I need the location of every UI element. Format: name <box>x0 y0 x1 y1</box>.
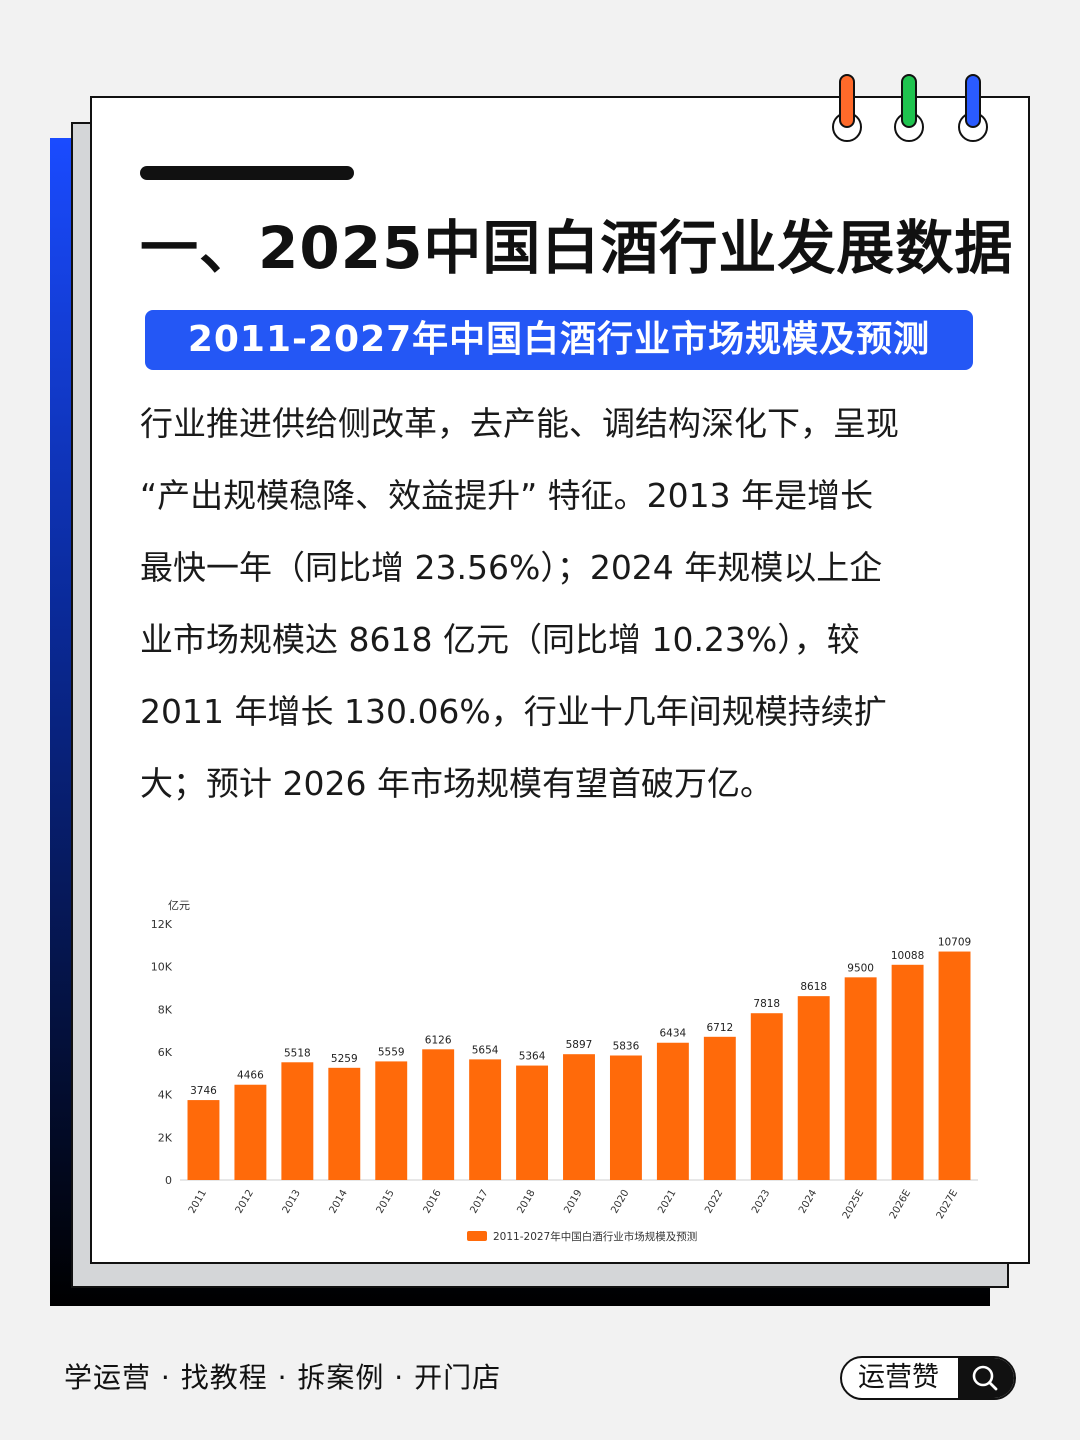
x-tick-label: 2016 <box>422 1188 444 1216</box>
x-tick-label: 2020 <box>609 1188 631 1216</box>
x-tick-label: 2024 <box>797 1188 819 1216</box>
bar-value-label: 10709 <box>938 937 971 949</box>
bar-value-label: 5364 <box>519 1051 546 1063</box>
x-tick-label: 2026E <box>888 1188 913 1221</box>
binder-clip-green <box>901 74 917 128</box>
bar <box>609 1055 642 1180</box>
paragraph-line: 2011 年增长 130.06%，行业十几年间规模持续扩 <box>140 692 887 731</box>
x-tick-label: 2015 <box>375 1188 397 1216</box>
bar <box>187 1100 220 1180</box>
subtitle-banner: 2011-2027年中国白酒行业市场规模及预测 <box>145 310 973 370</box>
bar <box>891 964 924 1180</box>
bar-value-label: 5518 <box>284 1047 311 1059</box>
bar-value-label: 3746 <box>190 1085 217 1097</box>
bar <box>703 1036 736 1180</box>
y-tick-label: 6K <box>158 1046 173 1059</box>
bar-value-label: 8618 <box>800 981 827 993</box>
bar <box>328 1067 361 1180</box>
bar <box>234 1084 267 1180</box>
paragraph-line: 大；预计 2026 年市场规模有望首破万亿。 <box>140 764 773 803</box>
paragraph-line: 业市场规模达 8618 亿元（同比增 10.23%），较 <box>140 620 860 659</box>
bar <box>422 1049 455 1180</box>
binder-clip-orange <box>839 74 855 128</box>
x-tick-label: 2017 <box>468 1188 490 1216</box>
x-tick-label: 2021 <box>656 1188 678 1216</box>
x-tick-label: 2019 <box>562 1188 584 1216</box>
bar-value-label: 10088 <box>891 950 924 962</box>
y-tick-label: 10K <box>151 961 173 974</box>
bar-value-label: 5836 <box>613 1040 640 1052</box>
bar <box>844 977 877 1180</box>
bar-value-label: 5259 <box>331 1053 358 1065</box>
x-tick-label: 2022 <box>703 1188 725 1216</box>
bar-value-label: 6712 <box>706 1022 733 1034</box>
x-tick-label: 2025E <box>841 1188 866 1221</box>
y-tick-label: 0 <box>165 1174 172 1187</box>
footer-tagline: 学运营 · 找教程 · 拆案例 · 开门店 <box>64 1361 502 1394</box>
search-button[interactable] <box>958 1358 1014 1398</box>
bar-value-label: 5897 <box>566 1039 593 1051</box>
y-tick-label: 8K <box>158 1003 173 1016</box>
x-tick-label: 2013 <box>281 1188 303 1216</box>
y-tick-label: 4K <box>158 1089 173 1102</box>
paragraph-line: 行业推进供给侧改革，去产能、调结构深化下，呈现 <box>140 404 899 443</box>
bar-value-label: 4466 <box>237 1070 264 1082</box>
bar <box>516 1065 549 1180</box>
bar-value-label: 6126 <box>425 1034 452 1046</box>
bar <box>469 1059 502 1180</box>
bar-chart-svg: 亿元 0 2K 4K 6K 8K 10K 12K 3746 2011 4466 2012 5518 201… <box>151 899 978 1243</box>
bar <box>281 1062 314 1180</box>
legend-swatch <box>467 1231 487 1241</box>
y-tick-label: 2K <box>158 1131 173 1144</box>
bar-value-label: 5559 <box>378 1046 405 1058</box>
x-tick-label: 2027E <box>935 1188 960 1221</box>
x-tick-label: 2012 <box>234 1188 256 1216</box>
legend-label: 2011-2027年中国白酒行业市场规模及预测 <box>493 1230 697 1243</box>
bar-value-label: 6434 <box>660 1028 687 1040</box>
bar-value-label: 7818 <box>753 998 780 1010</box>
brand-search-pill[interactable]: 运营赞 <box>840 1356 1016 1400</box>
bar <box>375 1061 408 1180</box>
x-tick-label: 2023 <box>750 1188 772 1216</box>
bar-value-label: 5654 <box>472 1044 499 1056</box>
page-title: 一、2025中国白酒行业发展数据 <box>140 214 1014 282</box>
x-tick-label: 2011 <box>187 1188 209 1216</box>
bar <box>656 1042 689 1180</box>
paragraph-line: “产出规模稳降、效益提升” 特征。2013 年是增长 <box>140 476 874 515</box>
binder-clip-blue <box>965 74 981 128</box>
brand-name: 运营赞 <box>858 1362 939 1393</box>
bar <box>797 996 830 1180</box>
decorative-bar <box>140 166 354 180</box>
y-tick-label: 12K <box>151 918 173 931</box>
bar <box>563 1054 595 1180</box>
x-tick-label: 2014 <box>328 1188 350 1216</box>
x-tick-label: 2018 <box>515 1188 537 1216</box>
bar <box>750 1013 783 1180</box>
search-icon <box>972 1365 998 1391</box>
bar <box>938 951 971 1180</box>
bar-value-label: 9500 <box>847 962 874 974</box>
y-axis-unit-label: 亿元 <box>168 899 190 912</box>
bar-chart: 亿元 0 2K 4K 6K 8K 10K 12K 3746 2011 4466 2012 5518 201… <box>140 890 1000 1260</box>
paragraph-line: 最快一年（同比增 23.56%）；2024 年规模以上企 <box>140 548 883 587</box>
